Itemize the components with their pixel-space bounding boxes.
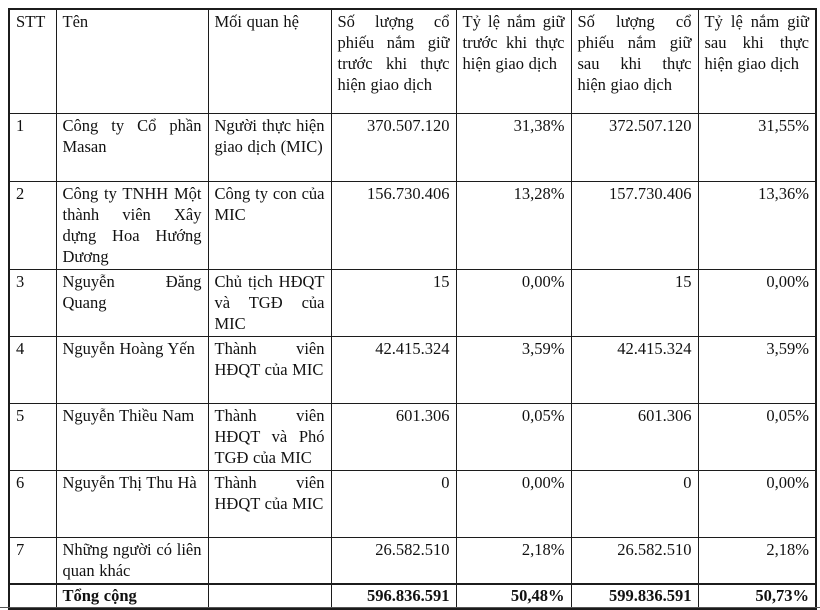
table-row: 1 Công ty Cổ phần Masan Người thực hiện … — [8, 112, 817, 182]
total-shares-after: 599.836.591 — [570, 582, 699, 609]
cell-name: Công ty TNHH Một thành viên Xây dựng Hoa… — [55, 180, 209, 270]
cell-shares-before: 370.507.120 — [330, 112, 457, 182]
cell-relationship: Thành viên HĐQT và Phó TGĐ của MIC — [207, 402, 332, 471]
table-row: 5 Nguyễn Thiều Nam Thành viên HĐQT và Ph… — [8, 402, 817, 471]
cell-stt: 1 — [8, 112, 57, 182]
cell-ratio-before: 13,28% — [455, 180, 572, 270]
cell-shares-before: 156.730.406 — [330, 180, 457, 270]
cell-shares-after: 372.507.120 — [570, 112, 699, 182]
cell-relationship: Thành viên HĐQT của MIC — [207, 335, 332, 404]
cell-shares-after: 601.306 — [570, 402, 699, 471]
table-row: 2 Công ty TNHH Một thành viên Xây dựng H… — [8, 180, 817, 270]
header-stt: STT — [8, 8, 57, 114]
cell-shares-after: 42.415.324 — [570, 335, 699, 404]
header-ratio-after: Tỷ lệ nắm giữ sau khi thực hiện giao dịc… — [697, 8, 817, 114]
cell-shares-before: 601.306 — [330, 402, 457, 471]
cell-name: Nguyễn Thị Thu Hà — [55, 469, 209, 538]
cell-shares-before: 0 — [330, 469, 457, 538]
cell-shares-after: 15 — [570, 268, 699, 337]
cell-stt: 6 — [8, 469, 57, 538]
cell-shares-before: 26.582.510 — [330, 536, 457, 584]
cell-stt: 4 — [8, 335, 57, 404]
header-relationship: Mối quan hệ — [207, 8, 332, 114]
cell-name: Nguyễn Hoàng Yến — [55, 335, 209, 404]
table-header-row: STT Tên Mối quan hệ Số lượng cổ phiếu nắ… — [8, 8, 817, 114]
header-name: Tên — [55, 8, 209, 114]
cell-shares-before: 15 — [330, 268, 457, 337]
table-row: 6 Nguyễn Thị Thu Hà Thành viên HĐQT của … — [8, 469, 817, 538]
cell-relationship: Người thực hiện giao dịch (MIC) — [207, 112, 332, 182]
cell-relationship — [207, 582, 332, 609]
cell-relationship: Thành viên HĐQT của MIC — [207, 469, 332, 538]
cell-ratio-before: 0,00% — [455, 469, 572, 538]
cell-shares-before: 42.415.324 — [330, 335, 457, 404]
cell-relationship: Chủ tịch HĐQT và TGĐ của MIC — [207, 268, 332, 337]
header-shares-before: Số lượng cổ phiếu nắm giữ trước khi thực… — [330, 8, 457, 114]
table-total-row: Tổng cộng 596.836.591 50,48% 599.836.591… — [8, 582, 817, 609]
table-row: 7 Những người có liên quan khác 26.582.5… — [8, 536, 817, 584]
ownership-table: STT Tên Mối quan hệ Số lượng cổ phiếu nắ… — [8, 8, 817, 610]
header-shares-after: Số lượng cổ phiếu nắm giữ sau khi thực h… — [570, 8, 699, 114]
header-ratio-before: Tỷ lệ nắm giữ trước khi thực hiện giao d… — [455, 8, 572, 114]
cell-ratio-after: 0,00% — [697, 268, 817, 337]
total-label: Tổng cộng — [55, 582, 209, 609]
cell-ratio-after: 2,18% — [697, 536, 817, 584]
total-ratio-after: 50,73% — [697, 582, 817, 609]
total-ratio-before: 50,48% — [455, 582, 572, 609]
cell-ratio-after: 31,55% — [697, 112, 817, 182]
table-row: 3 Nguyễn Đăng Quang Chủ tịch HĐQT và TGĐ… — [8, 268, 817, 337]
cell-name: Những người có liên quan khác — [55, 536, 209, 584]
page-bottom-rule — [0, 607, 820, 608]
cell-ratio-before: 2,18% — [455, 536, 572, 584]
cell-shares-after: 26.582.510 — [570, 536, 699, 584]
total-shares-before: 596.836.591 — [330, 582, 457, 609]
cell-ratio-before: 3,59% — [455, 335, 572, 404]
cell-stt: 5 — [8, 402, 57, 471]
cell-name: Nguyễn Thiều Nam — [55, 402, 209, 471]
cell-relationship: Công ty con của MIC — [207, 180, 332, 270]
cell-stt — [8, 582, 57, 609]
cell-ratio-after: 0,00% — [697, 469, 817, 538]
cell-ratio-before: 0,00% — [455, 268, 572, 337]
cell-ratio-after: 3,59% — [697, 335, 817, 404]
cell-name: Công ty Cổ phần Masan — [55, 112, 209, 182]
cell-relationship — [207, 536, 332, 584]
cell-shares-after: 0 — [570, 469, 699, 538]
cell-stt: 2 — [8, 180, 57, 270]
cell-stt: 7 — [8, 536, 57, 584]
cell-stt: 3 — [8, 268, 57, 337]
cell-ratio-before: 31,38% — [455, 112, 572, 182]
cell-ratio-after: 0,05% — [697, 402, 817, 471]
cell-ratio-after: 13,36% — [697, 180, 817, 270]
cell-shares-after: 157.730.406 — [570, 180, 699, 270]
table-row: 4 Nguyễn Hoàng Yến Thành viên HĐQT của M… — [8, 335, 817, 404]
cell-name: Nguyễn Đăng Quang — [55, 268, 209, 337]
cell-ratio-before: 0,05% — [455, 402, 572, 471]
